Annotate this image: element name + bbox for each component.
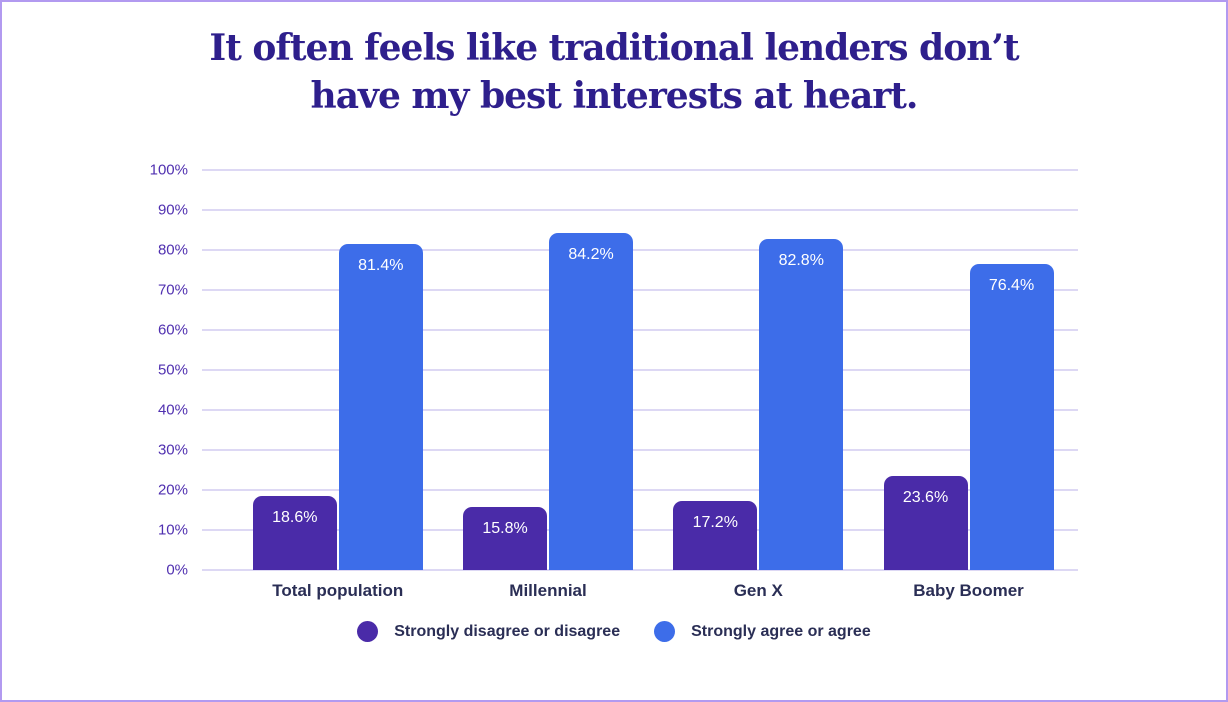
gridline-0%	[202, 569, 1078, 571]
legend-label: Strongly disagree or disagree	[394, 622, 621, 640]
y-axis-tick-40%: 40%	[157, 401, 188, 419]
bar-value-label: 23.6%	[902, 488, 949, 506]
y-axis-tick-60%: 60%	[157, 321, 188, 339]
bar-group-total-population: 18.6% 81.4%	[252, 244, 423, 570]
bar-group-baby-boomer: 23.6% 76.4%	[883, 264, 1054, 570]
bar-value-label: 15.8%	[482, 519, 528, 537]
y-axis-tick-80%: 80%	[157, 241, 188, 259]
y-axis-tick-70%: 70%	[157, 281, 188, 299]
y-axis-tick-30%: 30%	[157, 441, 188, 459]
y-axis-tick-100%: 100%	[149, 161, 188, 179]
y-axis-tick-90%: 90%	[157, 201, 188, 219]
x-axis-label-total-population: Total population	[272, 581, 404, 600]
bar-value-label: 76.4%	[988, 277, 1035, 295]
gridline-30%	[202, 449, 1078, 451]
bar-value-label: 84.2%	[568, 246, 614, 264]
bar-group-gen-x: 17.2% 82.8%	[673, 238, 844, 570]
y-axis-tick-10%: 10%	[157, 521, 188, 539]
bar-strongly-agree-or-agree: 76.4%	[969, 264, 1054, 570]
bar-strongly-agree-or-agree: 82.8%	[759, 238, 844, 570]
legend-swatch-icon	[654, 621, 676, 642]
bar-strongly-disagree-or-disagree: 15.8%	[463, 506, 548, 570]
bar-strongly-disagree-or-disagree: 17.2%	[673, 501, 758, 570]
gridline-10%	[202, 529, 1078, 531]
bar-value-label: 82.8%	[778, 251, 824, 269]
gridline-40%	[202, 409, 1078, 411]
bar-value-label: 81.4%	[358, 257, 404, 275]
gridline-20%	[202, 489, 1078, 491]
plot-area: 0% 10% 20% 30% 40% 50% 60% 70% 80% 90% 100% 18.6% 81…	[150, 162, 1078, 600]
chart-title-line1: It often feels like traditional lenders …	[209, 27, 1019, 69]
legend-swatch-icon	[357, 621, 379, 642]
bar-strongly-disagree-or-disagree: 18.6%	[252, 495, 337, 570]
bar-strongly-disagree-or-disagree: 23.6%	[883, 475, 968, 570]
x-axis-label-millennial: Millennial	[509, 581, 587, 600]
bar-strongly-agree-or-agree: 84.2%	[549, 233, 634, 570]
gridline-60%	[202, 329, 1078, 331]
bar-value-label: 17.2%	[692, 514, 738, 532]
legend-item-strongly-disagree-or-disagree: Strongly disagree or disagree	[357, 621, 620, 642]
x-axis-label-gen-x: Gen X	[733, 581, 783, 600]
gridline-90%	[202, 209, 1078, 211]
gridline-100%	[202, 169, 1078, 171]
bar-group-millennial: 15.8% 84.2%	[463, 233, 634, 570]
bar-strongly-agree-or-agree: 81.4%	[338, 244, 423, 570]
gridline-70%	[202, 289, 1078, 291]
bar-value-label: 18.6%	[272, 508, 318, 526]
chart-legend: Strongly disagree or disagree Strongly ag…	[2, 621, 1226, 642]
y-axis-tick-0%: 0%	[166, 561, 188, 579]
chart-title: It often feels like traditional lenders …	[2, 24, 1226, 120]
gridline-80%	[202, 249, 1078, 251]
legend-label: Strongly agree or agree	[691, 622, 871, 640]
gridline-50%	[202, 369, 1078, 371]
x-axis-label-baby-boomer: Baby Boomer	[913, 581, 1024, 600]
legend-item-strongly-agree-or-agree: Strongly agree or agree	[654, 621, 871, 642]
y-axis-tick-20%: 20%	[157, 481, 188, 499]
y-axis-tick-50%: 50%	[157, 361, 188, 379]
chart-title-line2: have my best interests at heart.	[310, 75, 919, 117]
